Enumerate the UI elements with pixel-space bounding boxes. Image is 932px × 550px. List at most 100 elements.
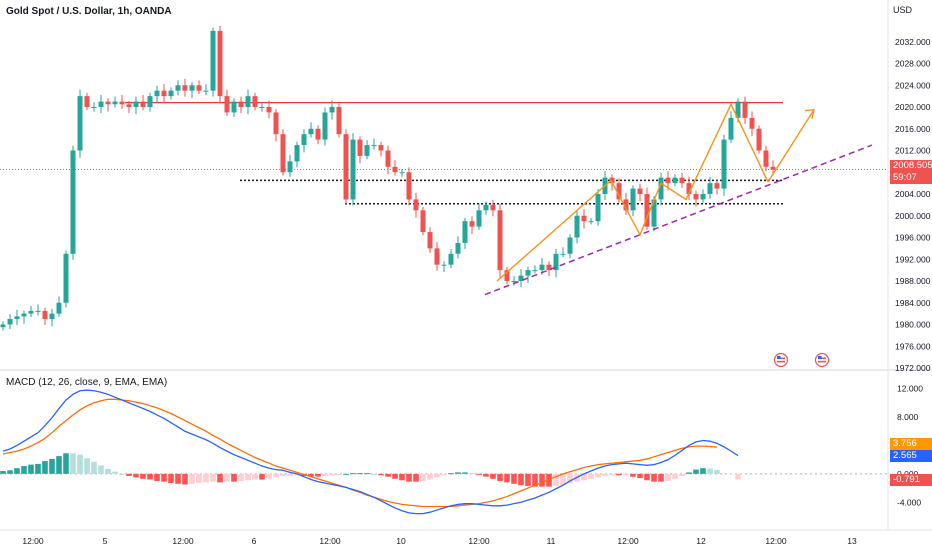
flag-stripe [777,360,785,363]
macd-histogram-bar [511,473,517,484]
candle-body [105,101,111,105]
macd-histogram-bar [637,473,643,479]
macd-histogram-bar [28,464,34,474]
macd-histogram-bar [119,473,125,475]
macd-histogram-bar [49,458,55,474]
macd-histogram-bar [644,473,650,481]
candlestick-series [0,25,776,331]
macd-histogram-bar [630,473,636,477]
candle-body [707,183,713,194]
candle-body [651,199,657,227]
candle-body [189,85,195,91]
candle-body [35,310,41,312]
candle-body [42,310,48,320]
candle-body [168,90,174,97]
macd-histogram-bar [126,473,132,476]
event-icons [773,352,830,368]
macd-histogram-bar [623,473,629,476]
candle-body [56,302,62,314]
price-tick-label: 2028.000 [895,59,931,69]
candle-body [623,199,629,211]
candle-body [567,237,573,254]
candle-body [273,112,279,135]
candle-body [245,96,251,107]
time-tick-label: 5 [103,536,108,546]
macd-histogram-bar [700,468,706,474]
macd-histogram-bar [413,473,419,482]
candle-body [609,177,615,184]
macd-histogram-bar [392,473,398,479]
time-tick-label: 12:00 [319,536,341,546]
macd-histogram-bar [231,473,237,482]
candle-body [420,210,426,233]
candle-body [728,117,734,140]
macd-histogram-bar [539,473,545,487]
candle-body [455,242,461,254]
price-tick-label: 1972.000 [895,363,931,373]
macd-histogram-bar [686,472,692,474]
candle-body [224,96,230,113]
candle-body [392,166,398,173]
macd-histogram-bar [518,473,524,486]
candle-body [140,101,146,107]
price-tick-label: 2020.000 [895,102,931,112]
candle-body [721,139,727,189]
candle-body [98,101,104,107]
candle-body [427,232,433,249]
macd-histogram-bar [588,473,594,479]
macd-histogram-bar [448,473,454,475]
candle-body [238,101,244,107]
macd-histogram-bar [91,461,97,474]
macd-histogram-bar [42,461,48,474]
us-flag-event-icon [773,352,789,368]
candle-body [658,177,664,200]
macd-histogram-bar [567,473,573,484]
candle-body [763,150,769,167]
candle-body [210,30,216,91]
candle-body [714,183,720,189]
macd-histogram-bar [560,473,566,486]
flag-stripe [818,357,826,360]
macd-histogram-bar [112,471,118,474]
time-tick-label: 12:00 [468,536,490,546]
candle-body [770,166,776,170]
macd-histogram-bar [546,473,552,487]
macd-histogram-bar [252,473,258,480]
candle-body [357,139,363,156]
macd-histogram-bar [343,473,349,475]
candle-body [504,270,510,281]
macd-histogram-bar [217,473,223,483]
macd-histogram-bar [462,472,468,474]
macd-histogram-bar [357,473,363,475]
macd-histogram-bar [693,469,699,474]
price-tick-label: 1980.000 [895,320,931,330]
price-tick-label: 1988.000 [895,276,931,286]
signal-line [2,398,718,508]
macd-histogram-bar [469,473,475,475]
macd-histogram-bar [609,473,615,476]
macd-tick-label: 0.000 [897,469,919,479]
macd-histogram-bar [665,473,671,481]
macd-value-badge: 2.565 [890,450,932,462]
macd-histogram-bar [133,473,139,478]
histogram-value-badge: -0.791 [890,474,932,486]
candle-body [308,128,314,135]
macd-histogram-bar [672,473,678,479]
macd-tick-label: 12.000 [897,384,923,394]
candle-body [119,101,125,105]
macd-histogram-bar [84,458,90,474]
macd-panel [0,389,741,515]
countdown-timer: 59:07 [893,172,917,183]
macd-line [2,389,739,515]
candle-body [476,210,482,227]
macd-histogram-bar [616,473,622,476]
flag-canton [818,356,822,359]
candle-body [511,281,517,282]
candle-body [553,253,559,271]
macd-histogram-bar [21,466,27,474]
candle-body [280,134,286,173]
candle-body [112,101,118,105]
candle-body [413,199,419,211]
price-axis: 2032.000 2028.000 2024.000 2020.000 2016.000… [895,37,931,508]
